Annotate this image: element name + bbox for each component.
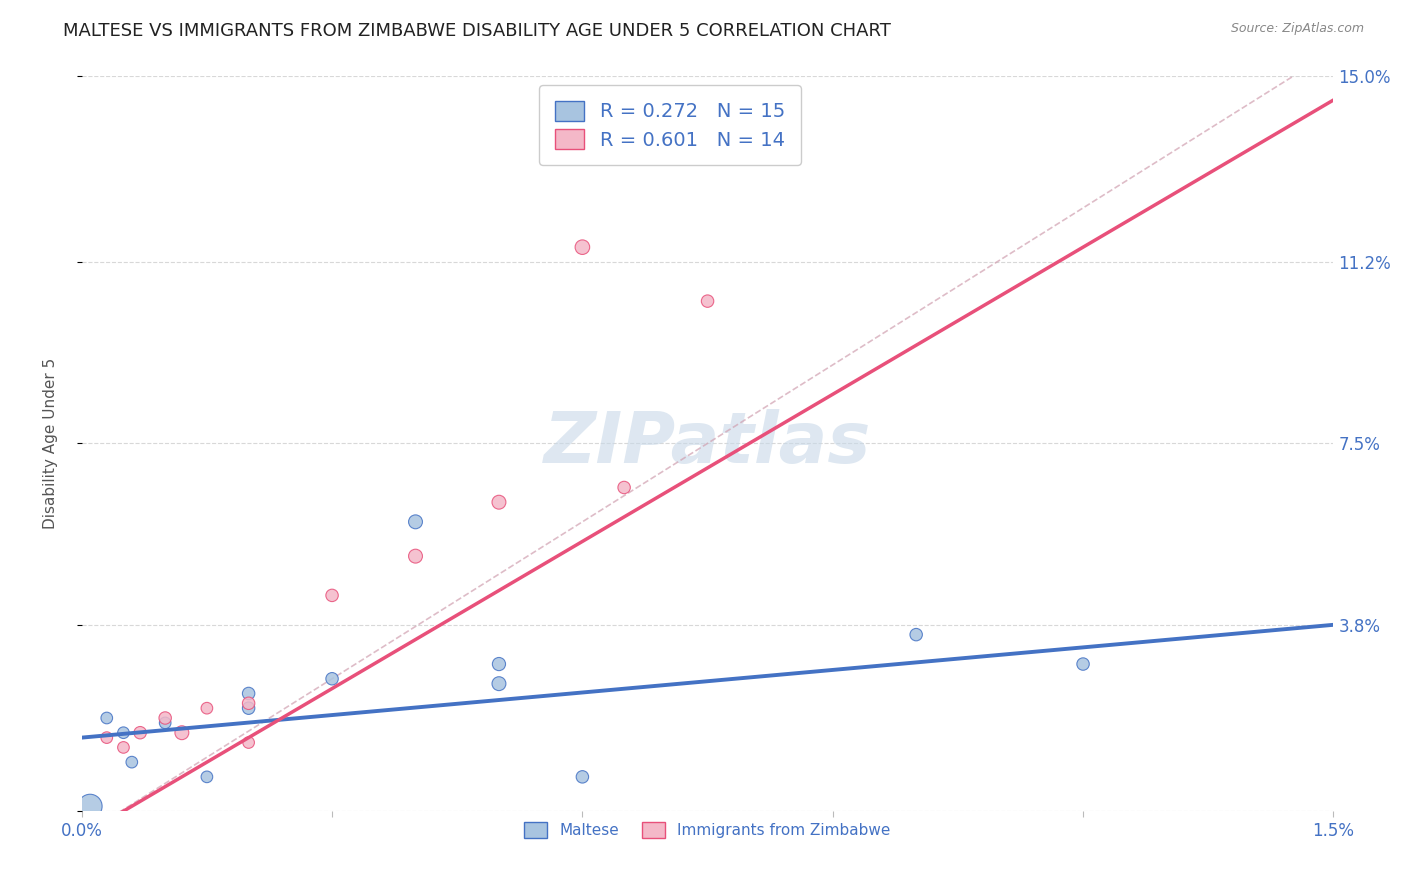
Point — [613, 481, 636, 495]
Point — [238, 735, 260, 749]
Legend: Maltese, Immigrants from Zimbabwe: Maltese, Immigrants from Zimbabwe — [519, 816, 897, 844]
Point — [488, 495, 510, 509]
Y-axis label: Disability Age Under 5: Disability Age Under 5 — [44, 358, 58, 529]
Point — [170, 725, 193, 739]
Point — [238, 701, 260, 715]
Point — [96, 731, 118, 745]
Point — [195, 770, 218, 784]
Point — [488, 676, 510, 690]
Point — [1071, 657, 1094, 671]
Point — [571, 240, 593, 254]
Point — [153, 711, 176, 725]
Text: MALTESE VS IMMIGRANTS FROM ZIMBABWE DISABILITY AGE UNDER 5 CORRELATION CHART: MALTESE VS IMMIGRANTS FROM ZIMBABWE DISA… — [63, 22, 891, 40]
Point — [905, 627, 928, 641]
Point — [112, 725, 135, 739]
Point — [79, 799, 101, 814]
Point — [321, 672, 343, 686]
Text: ZIPatlas: ZIPatlas — [544, 409, 872, 478]
Point — [571, 770, 593, 784]
Point — [195, 701, 218, 715]
Point — [129, 725, 152, 739]
Point — [405, 549, 427, 563]
Point — [121, 755, 143, 769]
Point — [238, 696, 260, 710]
Point — [696, 294, 718, 309]
Point — [153, 715, 176, 730]
Point — [96, 711, 118, 725]
Point — [405, 515, 427, 529]
Point — [238, 686, 260, 700]
Text: Source: ZipAtlas.com: Source: ZipAtlas.com — [1230, 22, 1364, 36]
Point — [112, 740, 135, 755]
Point — [488, 657, 510, 671]
Point — [321, 588, 343, 602]
